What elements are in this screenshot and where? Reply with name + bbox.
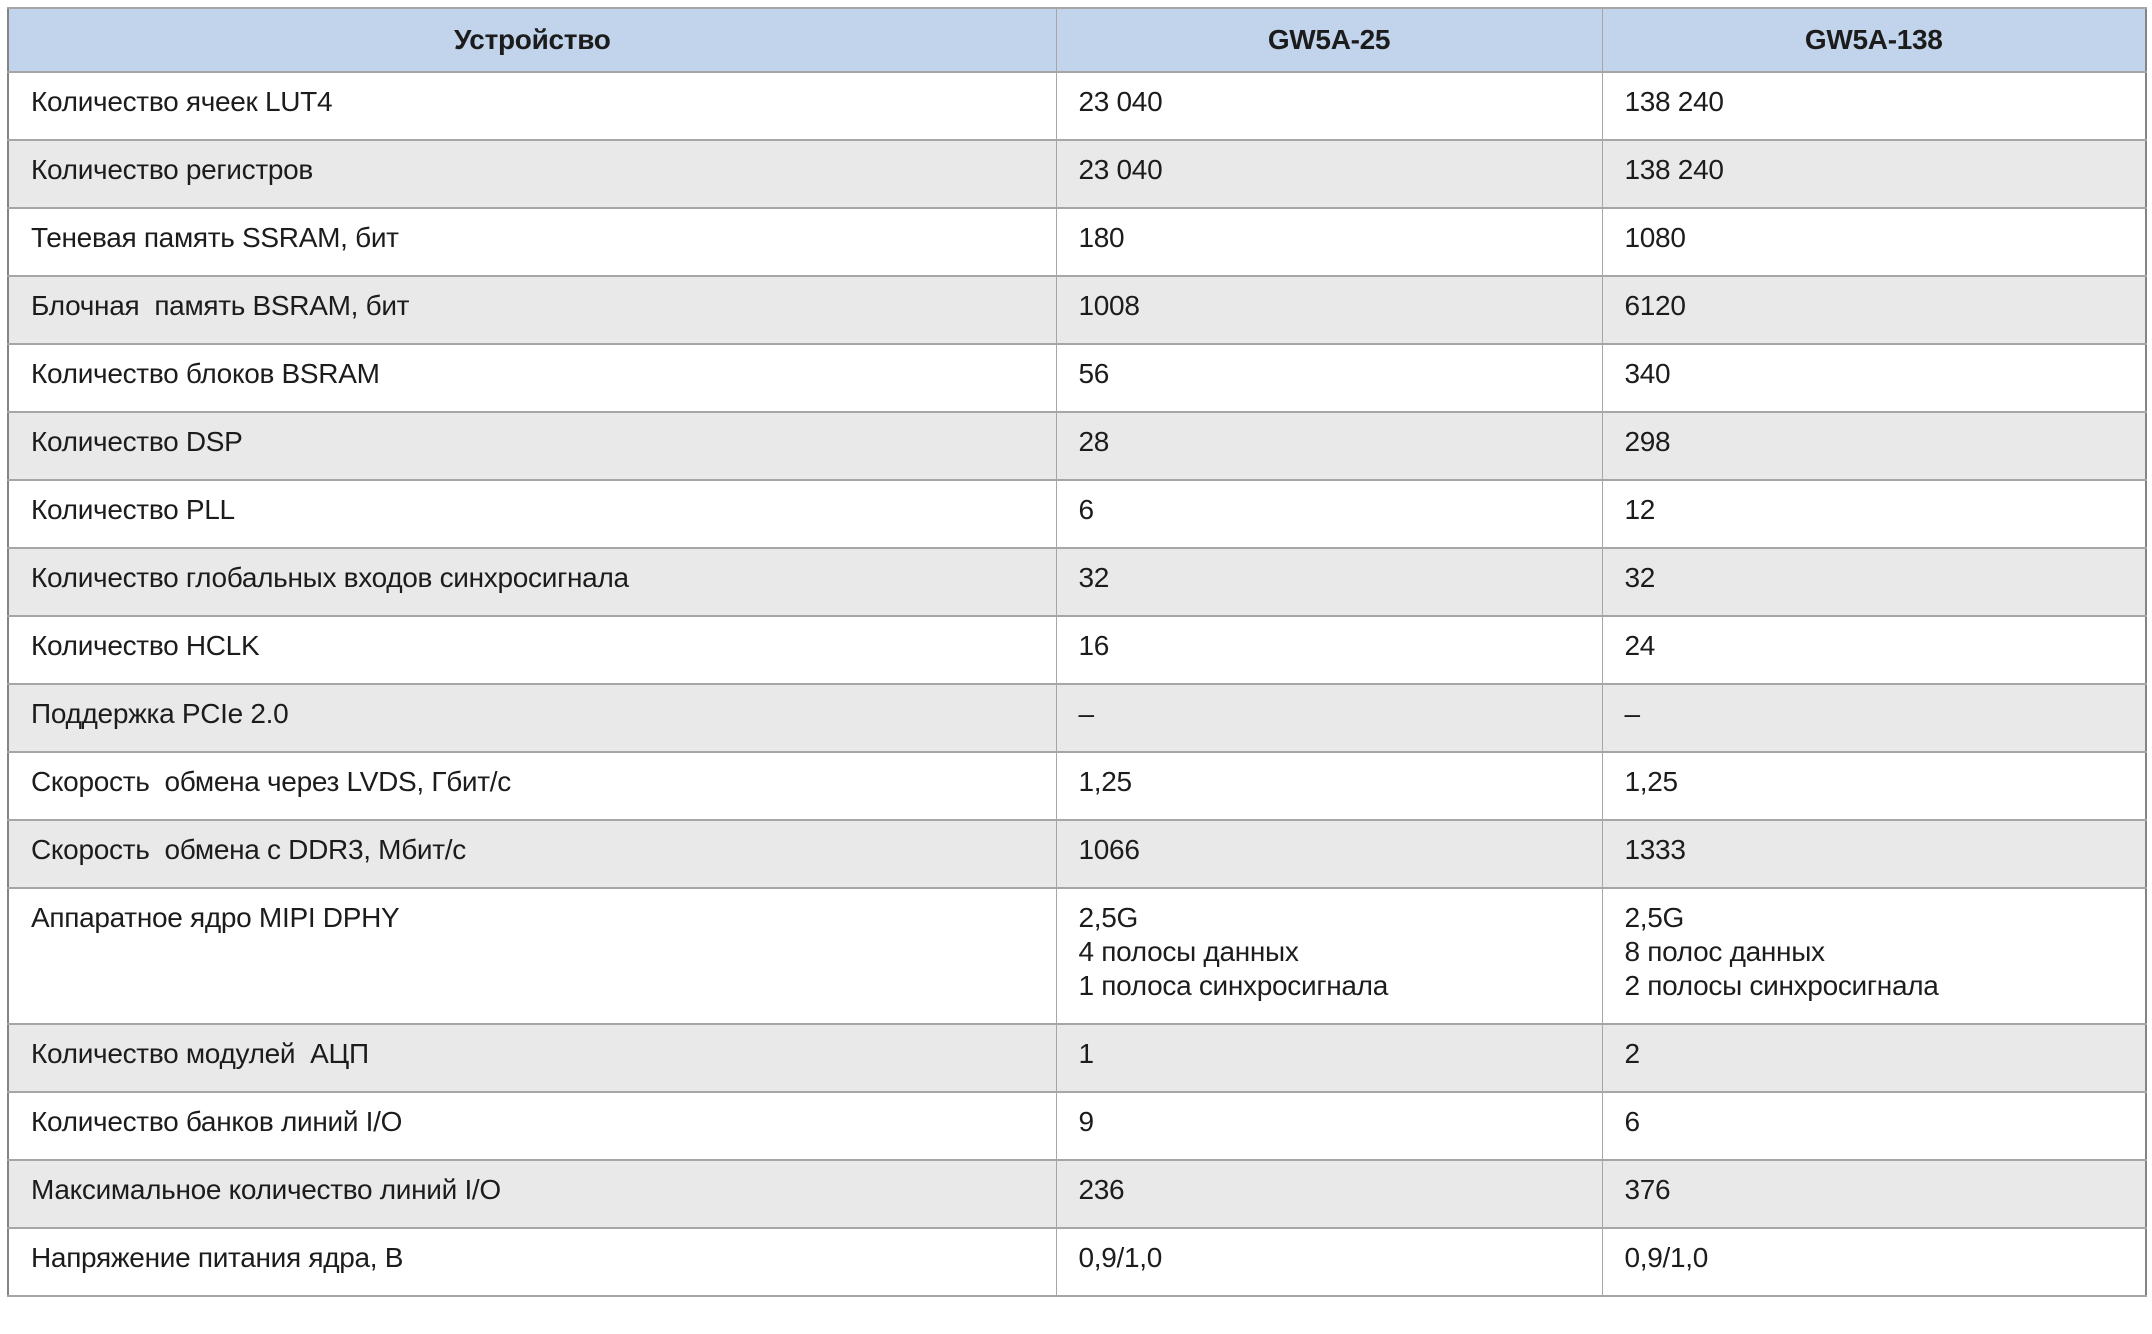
cell-gw5a-25: 23 040	[1055, 139, 1603, 209]
cell-gw5a-138: 12	[1601, 479, 2147, 549]
row-label: Блочная память BSRAM, бит	[7, 275, 1057, 345]
row-label: Количество DSP	[7, 411, 1057, 481]
header-gw5a-138-column: GW5A-138	[1601, 7, 2147, 73]
cell-gw5a-25: –	[1055, 683, 1603, 753]
cell-gw5a-138: 1080	[1601, 207, 2147, 277]
cell-gw5a-25: 1066	[1055, 819, 1603, 889]
cell-gw5a-25: 2,5G 4 полосы данных 1 полоса синхросигн…	[1055, 887, 1603, 1025]
cell-gw5a-138: 2,5G 8 полос данных 2 полосы синхросигна…	[1601, 887, 2147, 1025]
cell-gw5a-138: –	[1601, 683, 2147, 753]
cell-gw5a-25: 180	[1055, 207, 1603, 277]
row-label: Количество регистров	[7, 139, 1057, 209]
table-row: Количество HCLK 16 24	[7, 615, 2147, 685]
table-row: Количество PLL 6 12	[7, 479, 2147, 549]
header-device-column: Устройство	[7, 7, 1057, 73]
row-label: Количество глобальных входов синхросигна…	[7, 547, 1057, 617]
row-label: Максимальное количество линий I/O	[7, 1159, 1057, 1229]
cell-gw5a-25: 0,9/1,0	[1055, 1227, 1603, 1297]
cell-gw5a-25: 23 040	[1055, 71, 1603, 141]
header-row: Устройство GW5A-25 GW5A-138	[7, 7, 2147, 73]
cell-gw5a-25: 9	[1055, 1091, 1603, 1161]
table-row: Количество регистров 23 040 138 240	[7, 139, 2147, 209]
table-row: Количество блоков BSRAM 56 340	[7, 343, 2147, 413]
cell-gw5a-138: 298	[1601, 411, 2147, 481]
document-page: Устройство GW5A-25 GW5A-138 Количество я…	[7, 7, 2147, 1297]
row-label: Аппаратное ядро MIPI DPHY	[7, 887, 1057, 1025]
table-row: Количество DSP 28 298	[7, 411, 2147, 481]
table-row: Скорость обмена через LVDS, Гбит/с 1,25 1,…	[7, 751, 2147, 821]
cell-gw5a-25: 236	[1055, 1159, 1603, 1229]
cell-gw5a-138: 1333	[1601, 819, 2147, 889]
row-label: Количество HCLK	[7, 615, 1057, 685]
table-row: Количество ячеек LUT4 23 040 138 240	[7, 71, 2147, 141]
table-row: Количество глобальных входов синхросигна…	[7, 547, 2147, 617]
row-label: Напряжение питания ядра, В	[7, 1227, 1057, 1297]
row-label: Количество ячеек LUT4	[7, 71, 1057, 141]
row-label: Количество PLL	[7, 479, 1057, 549]
table-row: Скорость обмена с DDR3, Мбит/с 1066 1333	[7, 819, 2147, 889]
row-label: Скорость обмена через LVDS, Гбит/с	[7, 751, 1057, 821]
table-row: Аппаратное ядро MIPI DPHY 2,5G 4 полосы д…	[7, 887, 2147, 1025]
row-label: Количество банков линий I/O	[7, 1091, 1057, 1161]
cell-gw5a-138: 138 240	[1601, 71, 2147, 141]
cell-gw5a-138: 6120	[1601, 275, 2147, 345]
cell-gw5a-138: 0,9/1,0	[1601, 1227, 2147, 1297]
table-row: Теневая память SSRAM, бит 180 1080	[7, 207, 2147, 277]
row-label: Количество блоков BSRAM	[7, 343, 1057, 413]
row-label: Количество модулей АЦП	[7, 1023, 1057, 1093]
cell-gw5a-138: 376	[1601, 1159, 2147, 1229]
fpga-spec-table: Устройство GW5A-25 GW5A-138 Количество я…	[7, 7, 2147, 1297]
cell-gw5a-25: 1	[1055, 1023, 1603, 1093]
cell-gw5a-138: 6	[1601, 1091, 2147, 1161]
table-row: Поддержка PCIe 2.0– –	[7, 683, 2147, 753]
table-row: Напряжение питания ядра, В 0,9/1,0 0,9/1,0	[7, 1227, 2147, 1297]
table-row: Блочная память BSRAM, бит 1008 6120	[7, 275, 2147, 345]
table-body: Количество ячеек LUT4 23 040 138 240 Количе…	[7, 71, 2147, 1297]
cell-gw5a-138: 138 240	[1601, 139, 2147, 209]
table-row: Количество банков линий I/O 9 6	[7, 1091, 2147, 1161]
cell-gw5a-25: 16	[1055, 615, 1603, 685]
row-label: Теневая память SSRAM, бит	[7, 207, 1057, 277]
cell-gw5a-25: 1,25	[1055, 751, 1603, 821]
cell-gw5a-25: 1008	[1055, 275, 1603, 345]
cell-gw5a-138: 32	[1601, 547, 2147, 617]
cell-gw5a-138: 24	[1601, 615, 2147, 685]
table-header: Устройство GW5A-25 GW5A-138	[7, 7, 2147, 73]
cell-gw5a-138: 2	[1601, 1023, 2147, 1093]
cell-gw5a-25: 56	[1055, 343, 1603, 413]
row-label: Поддержка PCIe 2.0	[7, 683, 1057, 753]
cell-gw5a-138: 1,25	[1601, 751, 2147, 821]
cell-gw5a-25: 28	[1055, 411, 1603, 481]
row-label: Скорость обмена с DDR3, Мбит/с	[7, 819, 1057, 889]
cell-gw5a-25: 32	[1055, 547, 1603, 617]
cell-gw5a-25: 6	[1055, 479, 1603, 549]
table-row: Количество модулей АЦП 1 2	[7, 1023, 2147, 1093]
cell-gw5a-138: 340	[1601, 343, 2147, 413]
header-gw5a-25-column: GW5A-25	[1055, 7, 1603, 73]
table-row: Максимальное количество линий I/O 236 376	[7, 1159, 2147, 1229]
